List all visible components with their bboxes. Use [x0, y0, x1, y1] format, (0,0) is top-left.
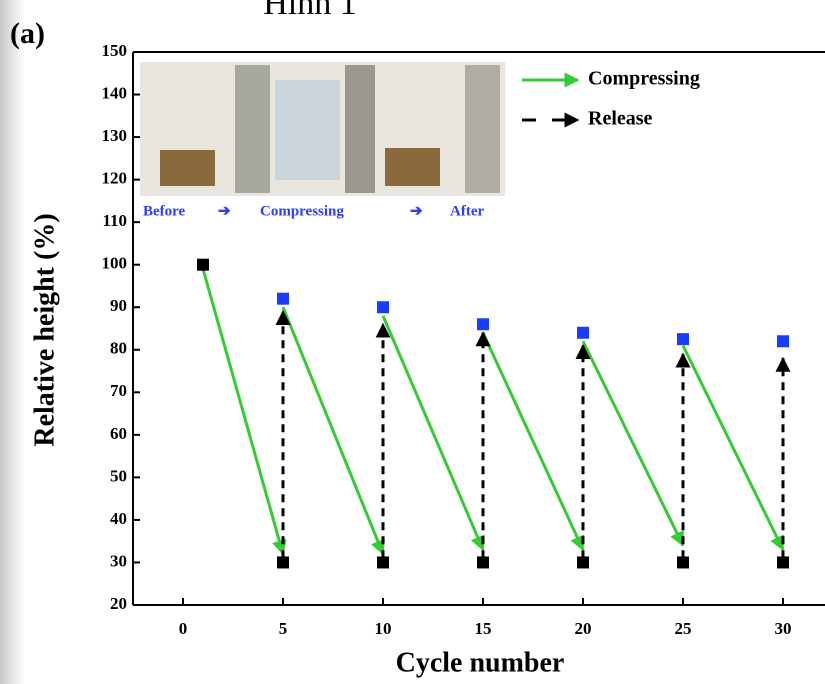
- point: [577, 326, 589, 339]
- point: [477, 556, 489, 569]
- point: [477, 318, 489, 331]
- point: [777, 556, 789, 569]
- point: [377, 556, 389, 569]
- arrow: [201, 268, 287, 556]
- inset-caption: Before ➔ Compressing ➔ After: [143, 203, 484, 219]
- legend-label: Release: [588, 108, 653, 130]
- x-tick-label: 30: [775, 619, 792, 638]
- y-tick-label: 70: [110, 381, 127, 400]
- y-axis-label: Relative height (%): [29, 213, 60, 446]
- x-tick-label: 20: [575, 619, 592, 638]
- x-tick-label: 5: [279, 619, 288, 638]
- y-tick-label: 40: [110, 509, 127, 528]
- arrow: [281, 306, 385, 556]
- arrow: [381, 315, 485, 552]
- inset-photo: [140, 62, 505, 196]
- figure-title: Hình 1: [263, 0, 357, 22]
- y-tick-label: 90: [110, 296, 127, 315]
- point: [277, 292, 289, 305]
- x-tick-label: 25: [675, 619, 692, 638]
- y-tick-label: 50: [110, 466, 127, 485]
- x-axis-label: Cycle number: [396, 647, 565, 678]
- x-tick-label: 0: [179, 619, 188, 638]
- y-tick-label: 60: [110, 424, 127, 443]
- arrow: [481, 332, 585, 552]
- caption-text: Before: [143, 203, 186, 219]
- y-tick-label: 110: [102, 211, 127, 230]
- panel-label: (a): [10, 17, 45, 50]
- caption-arrow: ➔: [410, 203, 423, 219]
- caption-text: After: [450, 203, 484, 219]
- legend-label: Compressing: [588, 68, 700, 90]
- y-tick-label: 140: [102, 83, 128, 102]
- y-tick-label: 130: [102, 126, 128, 145]
- y-tick-label: 20: [110, 594, 127, 613]
- y-tick-label: 150: [102, 41, 128, 60]
- point: [777, 335, 789, 348]
- y-tick-label: 80: [110, 339, 127, 358]
- arrow: [681, 344, 785, 552]
- point: [377, 301, 389, 314]
- border: [0, 0, 25, 684]
- y-tick-label: 30: [110, 551, 127, 570]
- arrow: [581, 340, 685, 547]
- point: [197, 258, 209, 271]
- y-tick-label: 100: [102, 254, 128, 273]
- point: [277, 556, 289, 569]
- point: [677, 333, 689, 346]
- point: [677, 556, 689, 569]
- x-tick-label: 10: [375, 619, 392, 638]
- y-tick-label: 120: [102, 169, 128, 188]
- point: [577, 556, 589, 569]
- caption-text: Compressing: [260, 203, 344, 219]
- caption-arrow: ➔: [218, 203, 231, 219]
- x-tick-label: 15: [475, 619, 492, 638]
